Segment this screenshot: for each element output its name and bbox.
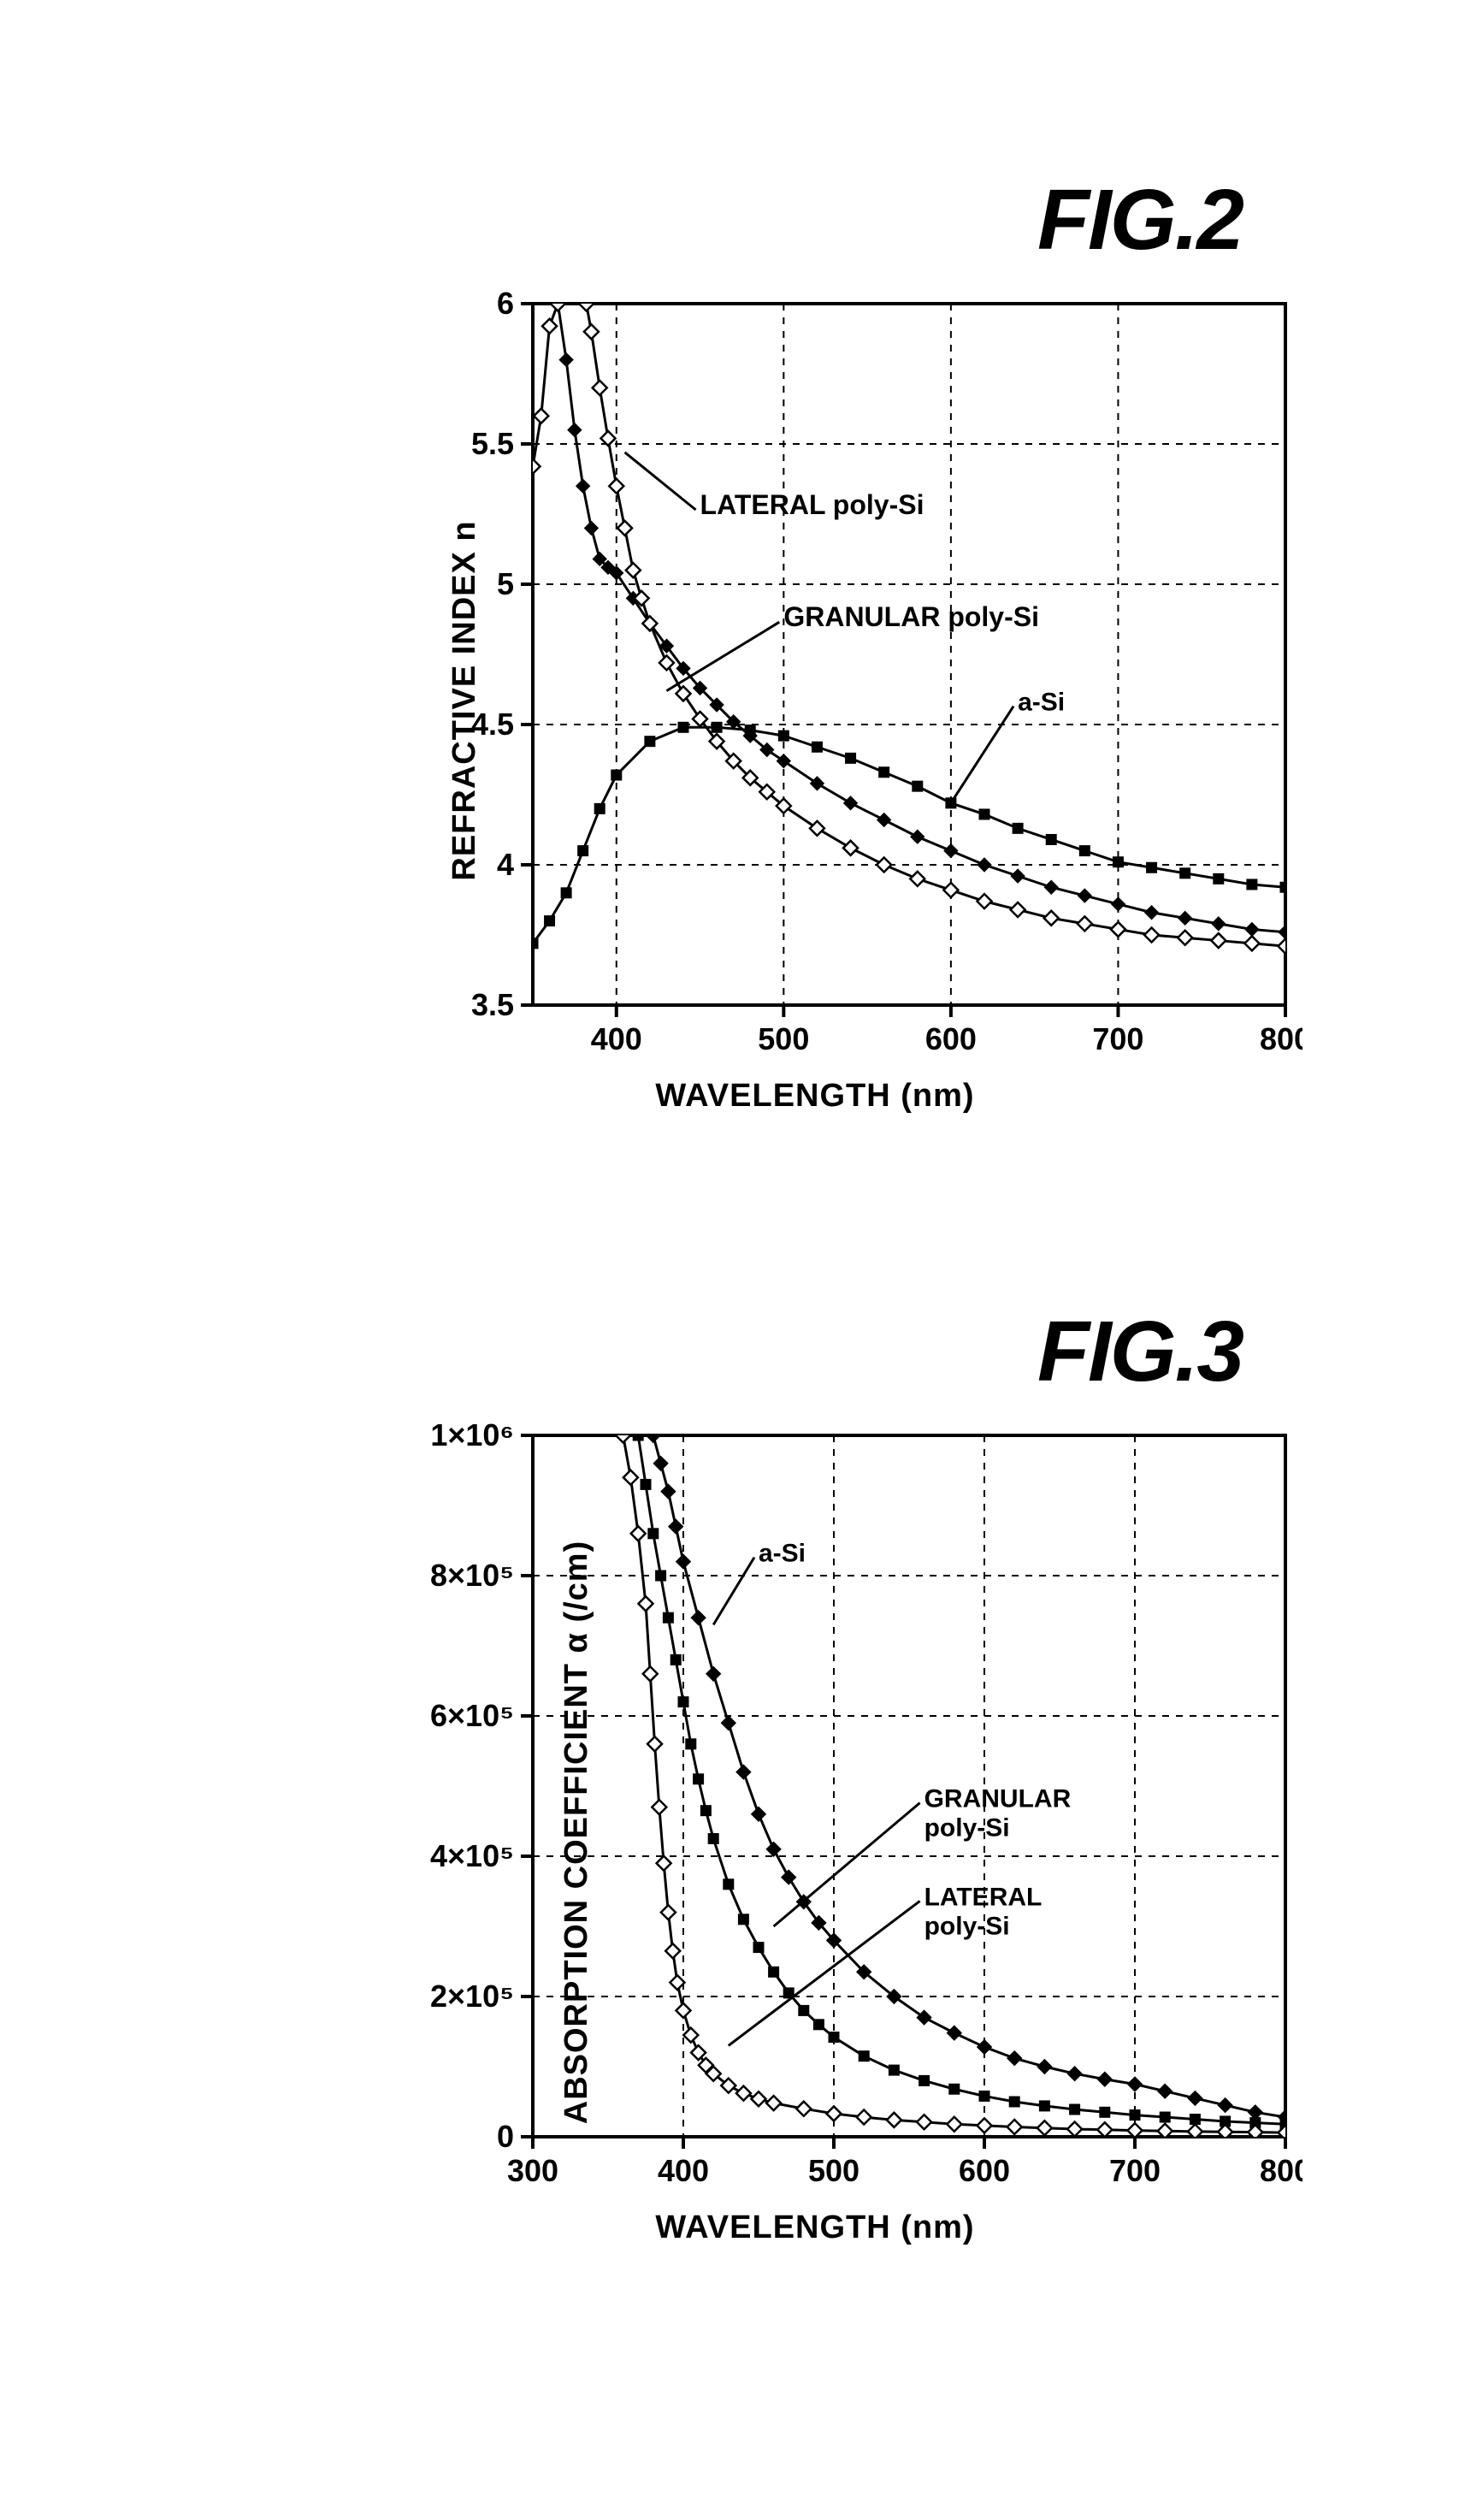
svg-text:600: 600	[959, 2153, 1010, 2188]
svg-text:poly-Si: poly-Si	[924, 1814, 1010, 1843]
fig2-xlabel: WAVELENGTH (nm)	[387, 1078, 1243, 1115]
svg-text:600: 600	[925, 1021, 977, 1056]
svg-text:5.5: 5.5	[471, 426, 514, 461]
svg-text:4: 4	[497, 847, 514, 882]
svg-text:400: 400	[658, 2153, 709, 2188]
svg-text:300: 300	[507, 2153, 558, 2188]
fig3-chart-area: ABSORPTION COEFFICIENT α (/cm) 300 400 500…	[387, 1418, 1243, 2246]
svg-text:2×10⁵: 2×10⁵	[430, 1979, 514, 2014]
fig2-plot: 4005006007008003.544.555.56LATERAL poly-…	[387, 287, 1302, 1065]
svg-text:GRANULAR: GRANULAR	[924, 1785, 1072, 1813]
svg-text:700: 700	[1092, 1021, 1143, 1056]
fig2-ylabel: REFRACTIVE INDEX n	[446, 520, 483, 880]
svg-text:6×10⁵: 6×10⁵	[430, 1698, 514, 1733]
svg-text:LATERAL: LATERAL	[924, 1883, 1043, 1911]
svg-text:a-Si: a-Si	[1018, 689, 1065, 717]
svg-text:4×10⁵: 4×10⁵	[430, 1838, 514, 1873]
svg-text:a-Si: a-Si	[759, 1540, 806, 1568]
svg-text:1×10⁶: 1×10⁶	[430, 1418, 514, 1452]
svg-text:800: 800	[1260, 2153, 1302, 2188]
svg-text:500: 500	[808, 2153, 859, 2188]
svg-text:8×10⁵: 8×10⁵	[430, 1558, 514, 1593]
svg-text:500: 500	[758, 1021, 809, 1056]
fig3-ylabel: ABSORPTION COEFFICIENT α (/cm)	[558, 1541, 595, 2125]
svg-text:0: 0	[497, 2119, 514, 2154]
fig3-xlabel: WAVELENGTH (nm)	[387, 2209, 1243, 2246]
figure-2: FIG.2 REFRACTIVE INDEX n 400500600700800…	[216, 171, 1243, 1115]
svg-text:400: 400	[591, 1021, 642, 1056]
svg-text:LATERAL poly-Si: LATERAL poly-Si	[700, 489, 924, 520]
figure-3: FIG.3 ABSORPTION COEFFICIENT α (/cm) 300…	[216, 1303, 1243, 2246]
fig3-plot: 300 400 500 600 700 800 0 2×10⁵ 4×10⁵ 6×10⁵ 8×10⁵ 1…	[387, 1418, 1302, 2197]
svg-text:800: 800	[1260, 1021, 1302, 1056]
svg-text:3.5: 3.5	[471, 987, 514, 1022]
svg-text:GRANULAR poly-Si: GRANULAR poly-Si	[783, 601, 1039, 632]
fig3-title: FIG.3	[216, 1303, 1243, 1401]
svg-text:6: 6	[497, 287, 514, 321]
svg-text:5: 5	[497, 566, 514, 601]
svg-text:700: 700	[1109, 2153, 1161, 2188]
fig2-title: FIG.2	[216, 171, 1243, 269]
svg-text:poly-Si: poly-Si	[924, 1912, 1010, 1940]
fig2-chart-area: REFRACTIVE INDEX n 4005006007008003.544.…	[387, 287, 1243, 1115]
